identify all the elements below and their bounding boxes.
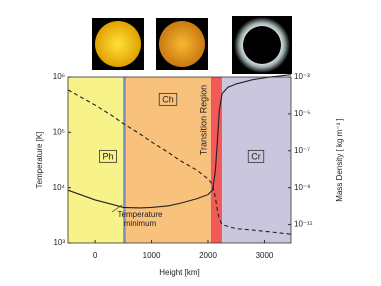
y-tick-label: 10⁶ xyxy=(53,72,65,81)
y2-tick-label: 10⁻³ xyxy=(294,72,310,81)
region-label-box xyxy=(99,149,117,163)
x-tick-label: 1000 xyxy=(143,251,161,260)
y2-tick-label: 10⁻⁷ xyxy=(294,146,310,155)
sun-disk xyxy=(243,26,281,64)
y2-tick-label: 10⁻⁹ xyxy=(294,183,311,192)
region-label: Transition Region xyxy=(198,85,208,155)
annotation: minimum xyxy=(124,219,157,228)
y-tick-label: 10³ xyxy=(53,238,65,247)
region xyxy=(222,77,291,243)
y2-axis-title: Mass Density [ kg m⁻³ ] xyxy=(335,118,344,201)
y2-tick-label: 10⁻⁵ xyxy=(294,109,310,118)
x-tick-label: 3000 xyxy=(256,251,274,260)
annotation: Temperature xyxy=(118,210,163,219)
y-tick-label: 10⁵ xyxy=(53,127,65,136)
y-axis-title: Temperature [K] xyxy=(35,132,44,189)
plot-frame xyxy=(67,76,292,244)
x-tick-label: 2000 xyxy=(199,251,217,260)
region-label-box xyxy=(158,92,178,106)
region-label: Cr xyxy=(251,151,261,161)
region-label: Ph xyxy=(102,151,113,161)
region-label-box xyxy=(247,149,265,163)
y-tick-label: 10⁴ xyxy=(53,183,66,192)
sun-chromosphere xyxy=(159,21,205,67)
sun-photosphere xyxy=(95,21,141,67)
x-axis-title: Height [km] xyxy=(159,268,199,277)
annotation-pointer xyxy=(111,204,123,213)
region xyxy=(124,77,211,243)
x-tick-label: 0 xyxy=(93,251,98,260)
series-line xyxy=(67,74,292,209)
region-label: Ch xyxy=(162,94,174,104)
y2-tick-label: 10⁻¹¹ xyxy=(294,220,313,229)
region xyxy=(68,77,125,243)
series-line xyxy=(67,89,292,235)
